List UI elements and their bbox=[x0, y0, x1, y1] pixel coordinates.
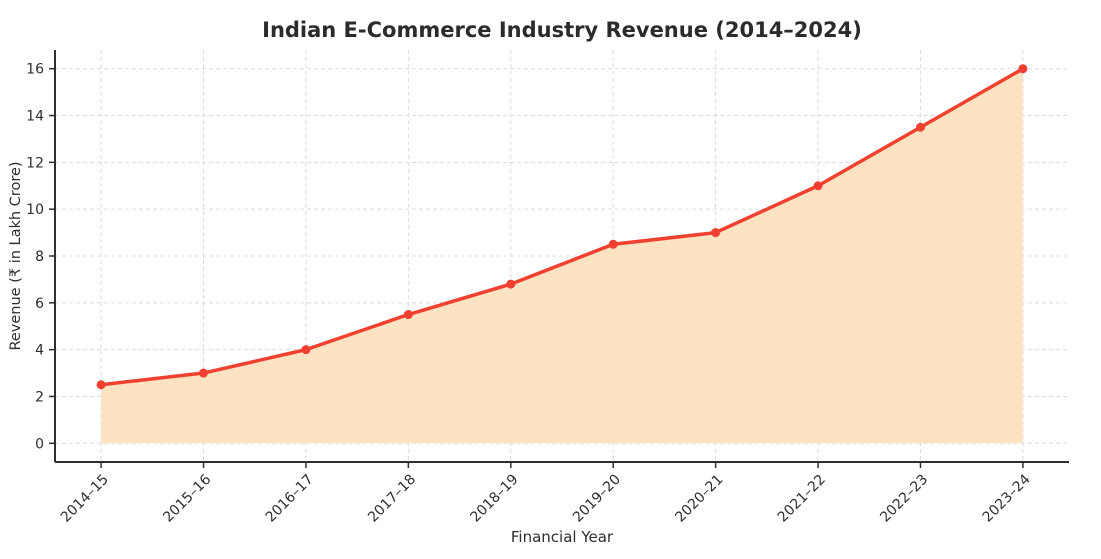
data-point-marker bbox=[915, 122, 925, 132]
x-tick-label: 2016–17 bbox=[263, 472, 317, 526]
chart-title: Indian E-Commerce Industry Revenue (2014… bbox=[262, 18, 862, 42]
data-point-marker bbox=[711, 228, 721, 238]
x-tick-label: 2023–24 bbox=[980, 471, 1034, 525]
data-point-marker bbox=[813, 181, 823, 191]
area-fill bbox=[101, 68, 1023, 444]
y-tick-label: 4 bbox=[35, 343, 44, 359]
x-tick-label: 2014–15 bbox=[58, 472, 112, 526]
data-point-marker bbox=[199, 368, 209, 378]
y-tick-label: 16 bbox=[26, 62, 44, 78]
y-tick-label: 14 bbox=[26, 109, 44, 125]
data-point-marker bbox=[403, 310, 413, 320]
data-point-marker bbox=[301, 345, 311, 355]
y-axis-title: Revenue (₹ in Lakh Crore) bbox=[8, 161, 24, 351]
revenue-line bbox=[99, 66, 1025, 387]
x-axis-title: Financial Year bbox=[510, 528, 614, 546]
x-tick-label: 2020–21 bbox=[672, 472, 726, 526]
data-point-marker bbox=[96, 380, 106, 390]
x-tick-label: 2019–20 bbox=[570, 472, 624, 526]
x-tick-label: 2018–19 bbox=[468, 472, 522, 526]
data-point-marker bbox=[1018, 64, 1028, 74]
y-tick-label: 12 bbox=[26, 155, 44, 171]
y-tick-label: 0 bbox=[35, 436, 44, 452]
x-tick-label: 2021–22 bbox=[775, 472, 829, 526]
y-tick-label: 10 bbox=[26, 202, 44, 218]
y-tick-label: 6 bbox=[35, 296, 44, 312]
y-tick-label: 2 bbox=[35, 389, 44, 405]
x-tick-label: 2017–18 bbox=[365, 472, 419, 526]
data-point-marker bbox=[608, 239, 618, 249]
x-tick-label: 2015–16 bbox=[160, 471, 214, 525]
data-point-marker bbox=[506, 279, 516, 289]
x-tick-label: 2022–23 bbox=[877, 472, 931, 526]
y-tick-label: 8 bbox=[35, 249, 44, 265]
